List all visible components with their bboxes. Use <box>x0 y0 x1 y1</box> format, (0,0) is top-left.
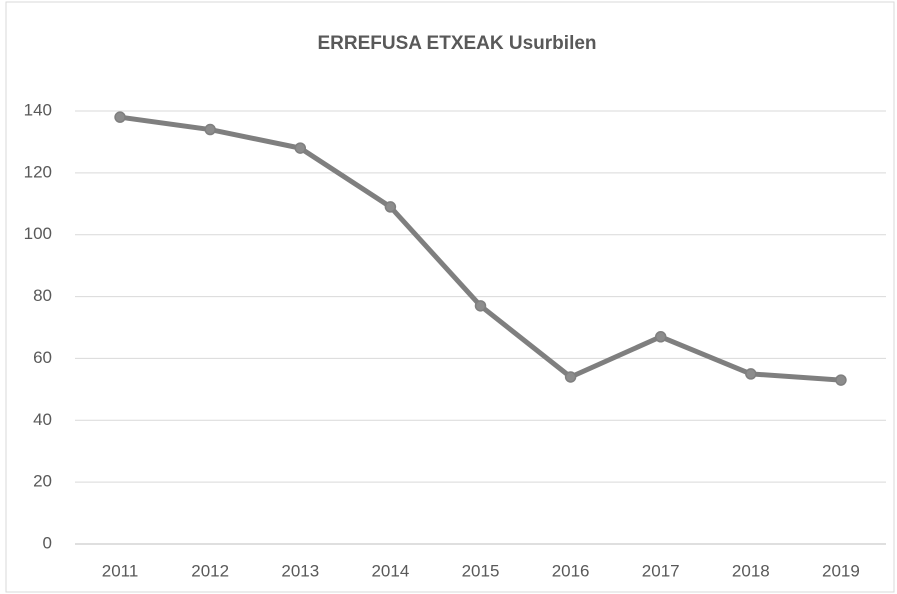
chart-title: ERREFUSA ETXEAK Usurbilen <box>317 33 596 54</box>
point <box>835 374 847 386</box>
y-tick-label: 40 <box>33 410 52 429</box>
x-tick-label: 2011 <box>102 561 139 580</box>
point <box>654 331 667 343</box>
y-tick-label: 80 <box>33 286 52 305</box>
x-tick-label: 2015 <box>462 561 500 580</box>
point <box>114 111 126 123</box>
x-tick-label: 2018 <box>732 561 770 580</box>
y-tick-label: 140 <box>24 100 52 119</box>
x-tick-label: 2013 <box>281 561 319 580</box>
y-tick-label: 0 <box>43 533 52 552</box>
y-tick-label: 100 <box>24 224 52 243</box>
y-tick-label: 20 <box>33 472 52 491</box>
point <box>745 368 757 380</box>
y-tick-label: 60 <box>33 348 52 367</box>
x-tick-label: 2014 <box>371 561 409 580</box>
point <box>204 123 216 136</box>
point <box>564 371 577 383</box>
x-tick-label: 2016 <box>552 561 590 580</box>
y-tick-label: 120 <box>24 162 52 181</box>
point <box>384 201 397 213</box>
point <box>294 142 307 154</box>
point <box>474 300 487 312</box>
x-tick-label: 2012 <box>191 561 229 580</box>
x-tick-label: 2019 <box>822 561 860 580</box>
x-tick-label: 2017 <box>642 561 680 580</box>
